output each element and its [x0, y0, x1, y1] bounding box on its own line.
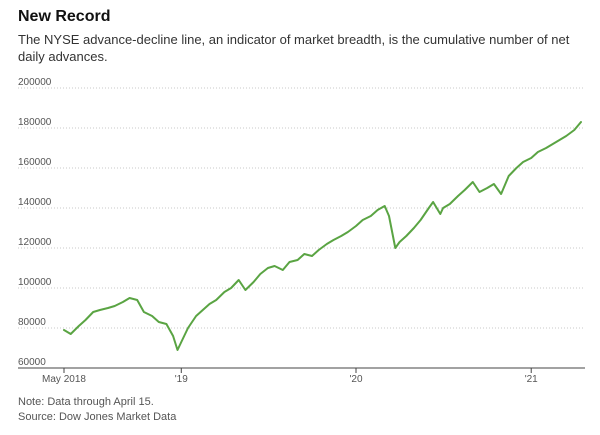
y-tick-label: 100000 [18, 277, 52, 288]
x-tick-label: '19 [175, 374, 188, 385]
x-tick-label: May 2018 [42, 374, 86, 385]
y-tick-label: 200000 [18, 77, 52, 88]
x-axis: May 2018 '19 '20 '21 [42, 368, 538, 385]
x-tick-label: '21 [525, 374, 538, 385]
chart-subtitle: The NYSE advance-decline line, an indica… [18, 32, 570, 64]
data-note: Note: Data through April 15. [18, 396, 154, 408]
y-tick-label: 120000 [18, 237, 52, 248]
y-tick-label: 180000 [18, 117, 52, 128]
series-line [63, 121, 582, 351]
source-note: Source: Dow Jones Market Data [18, 411, 177, 423]
x-tick-label: '20 [349, 374, 362, 385]
series-layer [63, 121, 582, 351]
y-tick-label: 80000 [18, 317, 46, 328]
chart-title: New Record [18, 8, 111, 25]
y-tick-label: 160000 [18, 157, 52, 168]
y-axis-tick-labels: 60000 80000 100000 120000 140000 160000 180000… [18, 77, 52, 368]
y-tick-label: 140000 [18, 197, 52, 208]
gridlines [18, 87, 585, 369]
y-tick-label: 60000 [18, 357, 46, 368]
